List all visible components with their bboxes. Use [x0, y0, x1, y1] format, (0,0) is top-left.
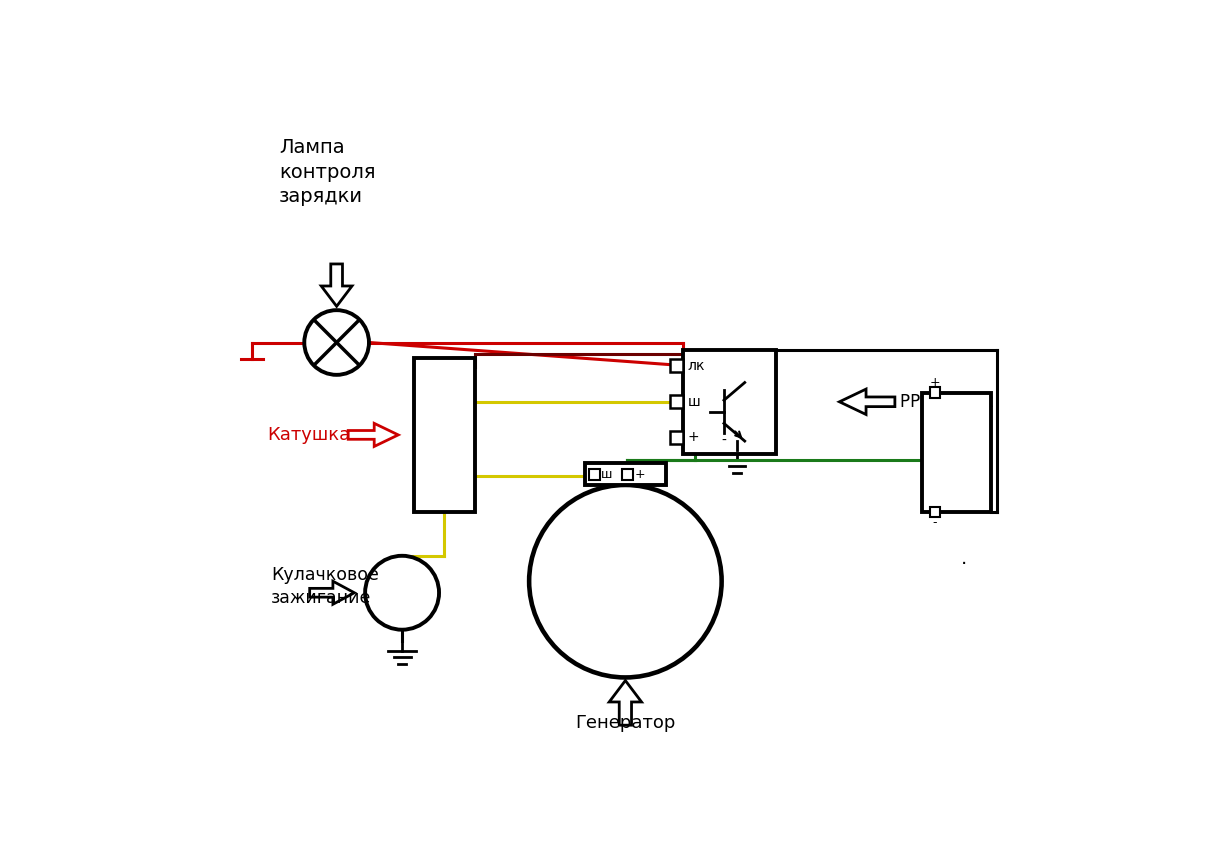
Text: -: -	[933, 516, 938, 529]
Text: Генератор: Генератор	[575, 714, 675, 733]
Text: .: .	[961, 548, 967, 567]
Circle shape	[304, 311, 369, 375]
Polygon shape	[310, 581, 354, 605]
Text: ш: ш	[601, 468, 613, 481]
Polygon shape	[321, 264, 352, 306]
Text: Лампа
контроля
зарядки: Лампа контроля зарядки	[278, 138, 375, 206]
Text: лк: лк	[687, 359, 706, 373]
Bar	[589, 469, 600, 479]
Text: Кулачковое
зажигание: Кулачковое зажигание	[271, 566, 379, 606]
Text: ш: ш	[687, 394, 701, 409]
Text: РР 33.3702: РР 33.3702	[900, 393, 995, 411]
Bar	[670, 395, 683, 408]
Polygon shape	[348, 423, 398, 446]
Polygon shape	[609, 681, 641, 725]
Bar	[922, 393, 991, 512]
Bar	[670, 359, 683, 372]
Circle shape	[529, 485, 722, 677]
Polygon shape	[840, 389, 895, 414]
Circle shape	[365, 556, 440, 630]
Bar	[929, 507, 940, 517]
Bar	[621, 469, 632, 479]
Text: +: +	[634, 468, 645, 481]
Text: Катушка: Катушка	[267, 426, 350, 444]
Text: +: +	[929, 376, 940, 389]
Bar	[670, 431, 683, 444]
Bar	[414, 358, 475, 512]
Bar	[585, 464, 665, 485]
Bar	[929, 388, 940, 398]
Text: -: -	[722, 434, 726, 448]
Text: +: +	[687, 430, 700, 445]
Bar	[683, 350, 775, 454]
